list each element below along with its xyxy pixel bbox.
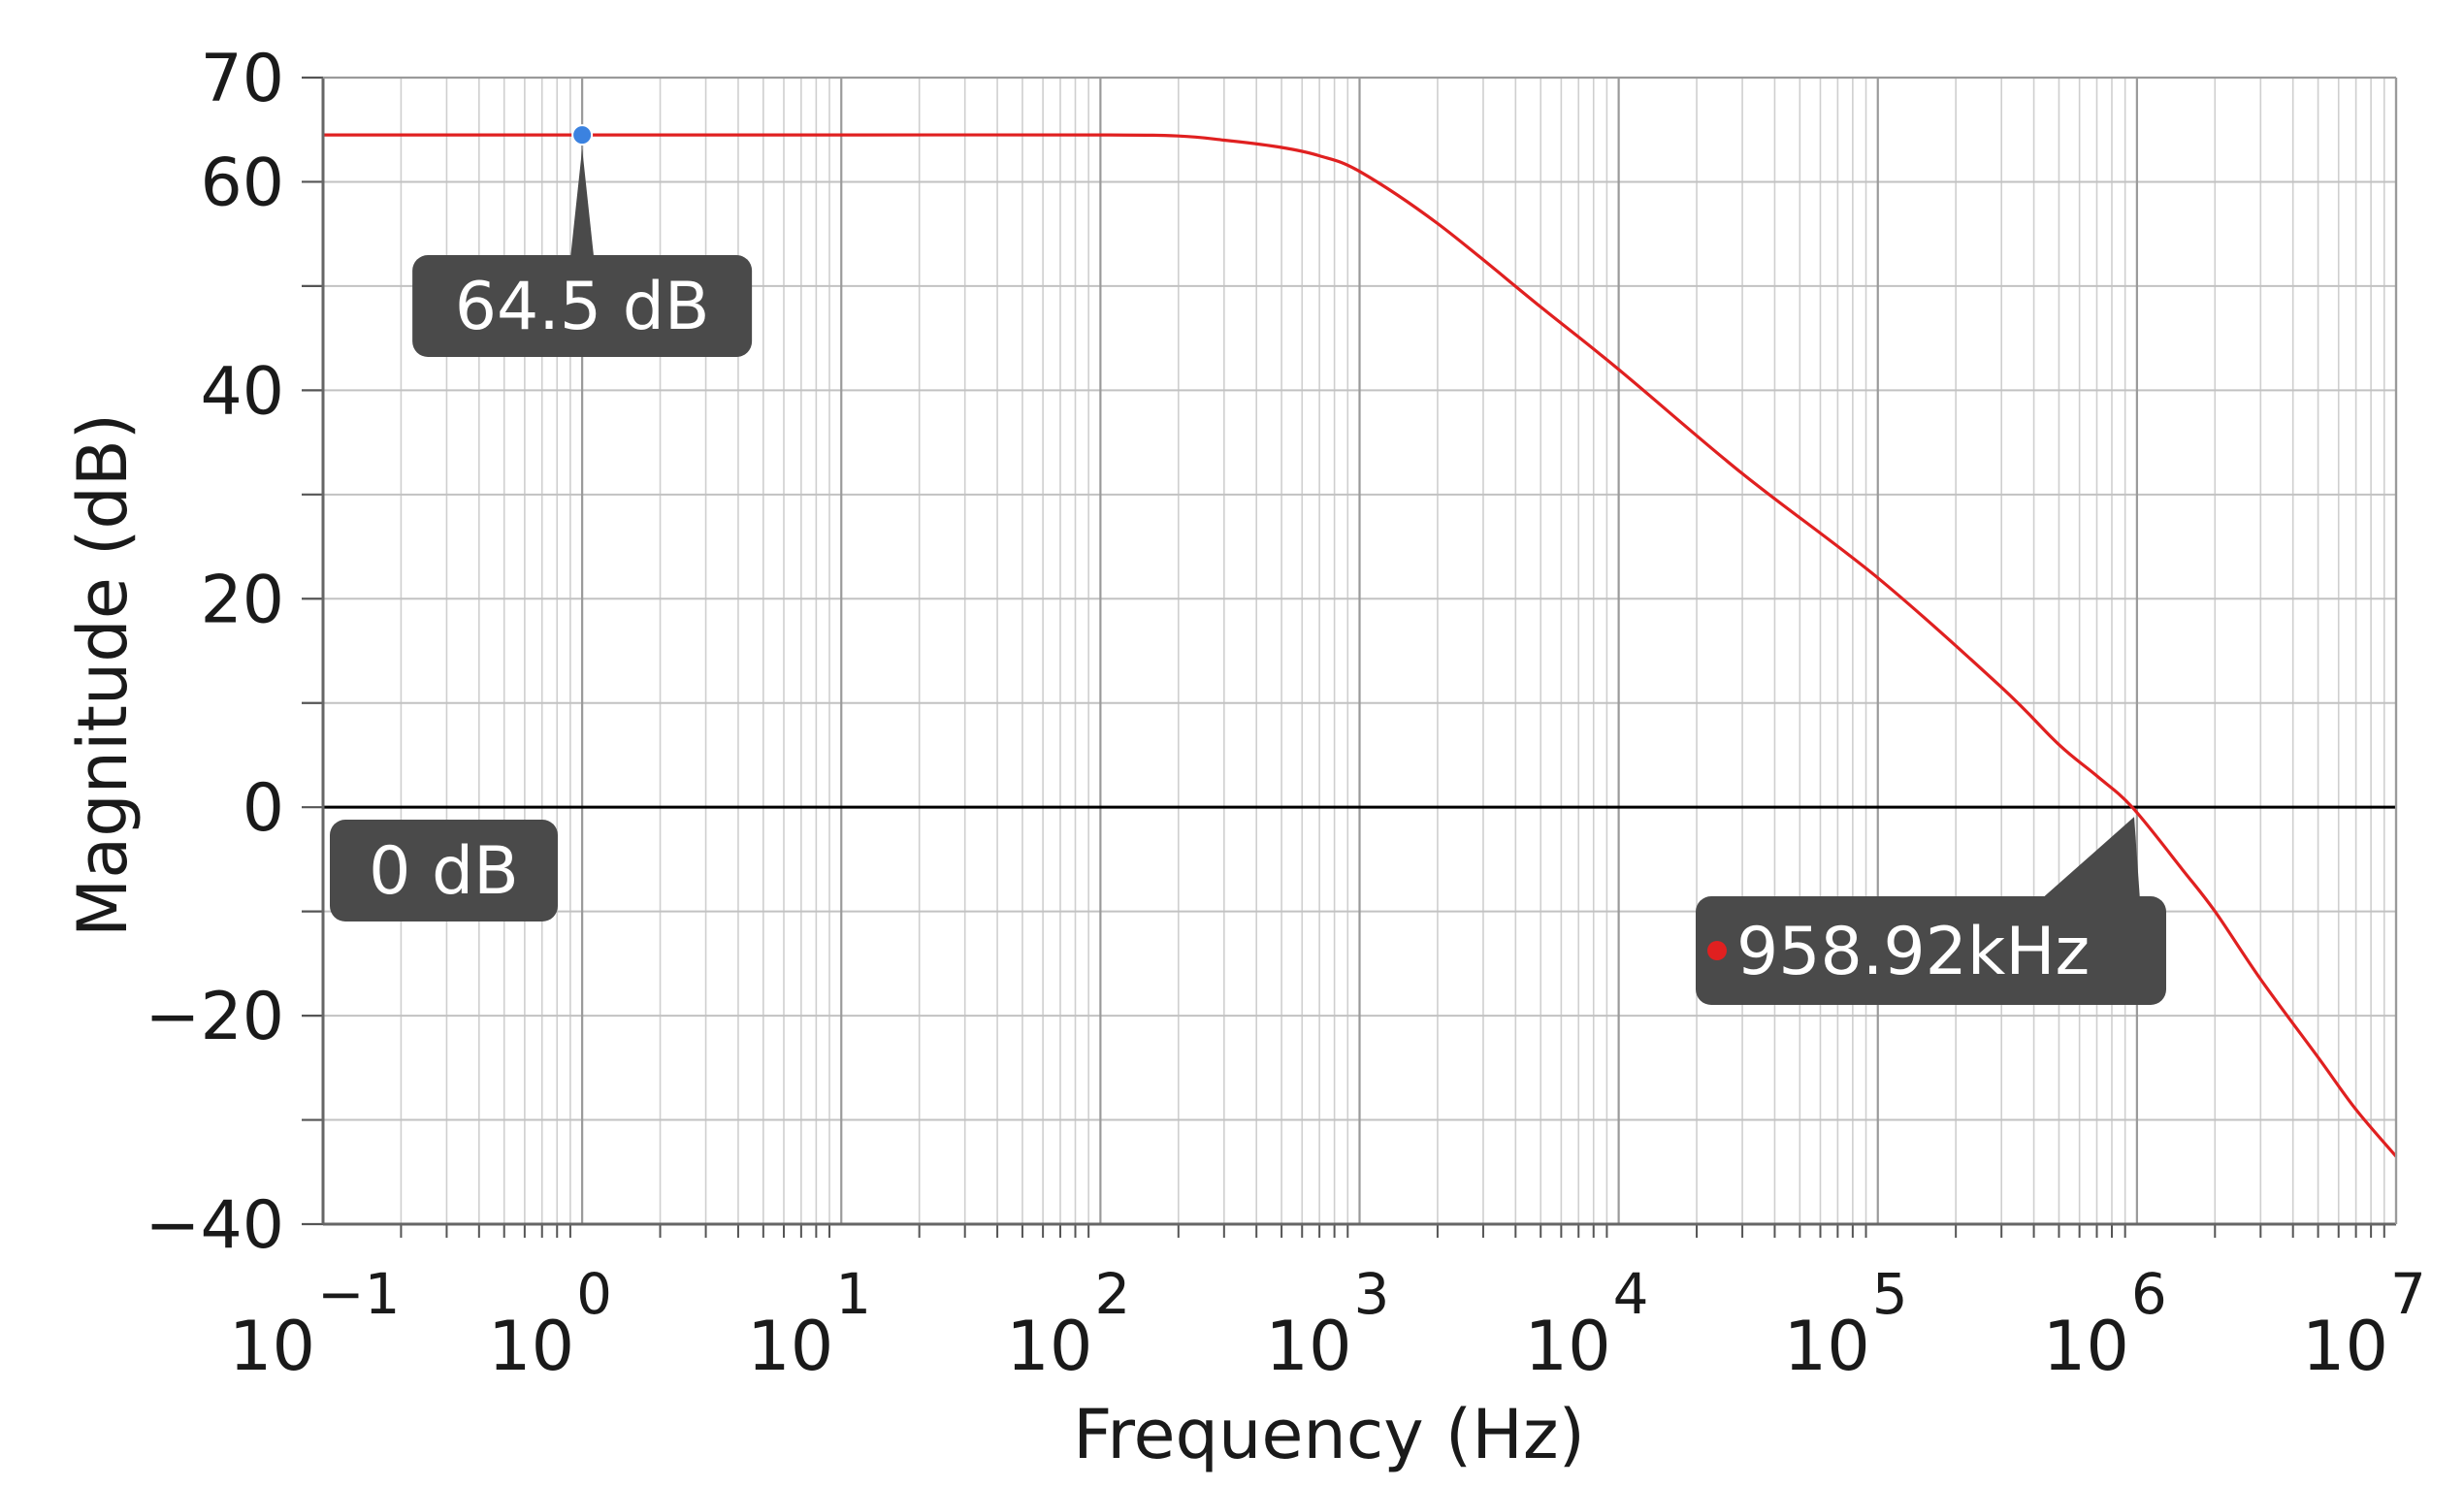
callouts: 64.5 dB 0 dB 958.92kHz (330, 124, 2166, 1005)
x-tick-label: 104 (1525, 1261, 1649, 1386)
x-tick-base: 10 (488, 1307, 574, 1386)
x-axis-title: Frequency (Hz) (1073, 1395, 1585, 1474)
callout-pointer-64db (570, 148, 595, 257)
axes (321, 76, 2398, 1226)
x-tick-base: 10 (229, 1307, 315, 1386)
x-tick-label: 105 (1784, 1261, 1908, 1386)
x-tick-label: 106 (2043, 1261, 2167, 1386)
callout-box-958khz (1696, 896, 2166, 1005)
series-layer (323, 133, 2398, 1158)
y-tick-label: 60 (200, 145, 284, 221)
x-tick-base: 10 (2043, 1307, 2129, 1386)
callout-box-0db (330, 820, 558, 921)
y-tick-label: 70 (200, 41, 284, 117)
x-tick-label: 107 (2302, 1261, 2426, 1386)
y-tick-label: 20 (200, 562, 284, 638)
x-tick-exponent: 7 (2390, 1261, 2426, 1327)
x-tick-base: 10 (1784, 1307, 1870, 1386)
x-tick-exponent: 0 (576, 1261, 612, 1327)
x-tick-base: 10 (1006, 1307, 1092, 1386)
y-tick-label: 0 (243, 770, 284, 847)
x-tick-base: 10 (747, 1307, 833, 1386)
magnitude-series-line (323, 133, 2398, 1158)
callout-label-0db: 0 dB (369, 833, 519, 910)
marker-64db (571, 124, 594, 146)
callout-pointer-958khz (2040, 817, 2141, 900)
y-tick-label: −40 (145, 1187, 284, 1264)
callout-box-64db (412, 255, 753, 357)
x-tick-exponent: 3 (1354, 1261, 1390, 1327)
x-tick-exponent: 1 (835, 1261, 871, 1327)
x-tick-exponent: 4 (1613, 1261, 1649, 1327)
y-tick-label: 40 (200, 353, 284, 430)
x-tick-label: 101 (747, 1261, 871, 1386)
x-tick-label: 103 (1265, 1261, 1389, 1386)
x-tick-base: 10 (1525, 1307, 1611, 1386)
x-tick-exponent: −1 (317, 1261, 401, 1327)
x-tick-base: 10 (2302, 1307, 2388, 1386)
y-tick-label: −20 (145, 979, 284, 1055)
x-tick-exponent: 6 (2131, 1261, 2167, 1327)
x-tick-label: 102 (1006, 1261, 1130, 1386)
x-tick-exponent: 2 (1094, 1261, 1130, 1327)
marker-958khz (1707, 941, 1727, 960)
x-tick-base: 10 (1265, 1307, 1351, 1386)
x-tick-label: 10−1 (229, 1261, 401, 1386)
callout-label-64db: 64.5 dB (455, 269, 710, 345)
x-tick-label: 100 (488, 1261, 612, 1386)
y-axis-title: Magnitude (dB) (63, 413, 143, 937)
x-tick-exponent: 5 (1872, 1261, 1908, 1327)
callout-label-958khz: 958.92kHz (1736, 914, 2090, 990)
y-tick-labels: 70 60 40 20 0 −20 −40 (145, 41, 284, 1264)
